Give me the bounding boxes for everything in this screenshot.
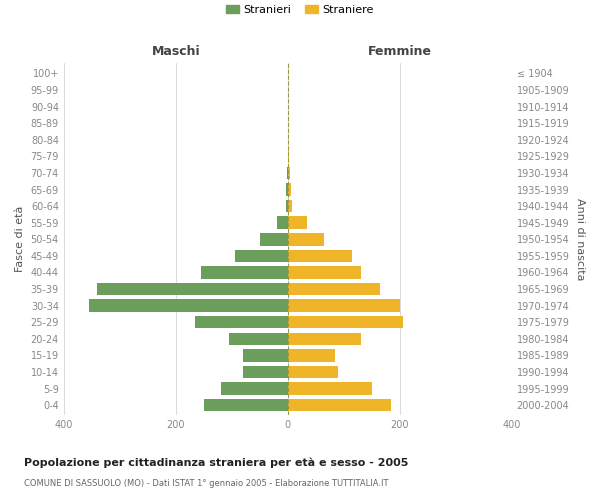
Text: COMUNE DI SASSUOLO (MO) - Dati ISTAT 1° gennaio 2005 - Elaborazione TUTTITALIA.I: COMUNE DI SASSUOLO (MO) - Dati ISTAT 1° … (24, 479, 389, 488)
Bar (288, 233, 324, 245)
Bar (260, 233, 288, 245)
Bar (288, 266, 361, 278)
Bar (286, 200, 288, 212)
Text: Maschi: Maschi (151, 46, 200, 59)
Bar (277, 216, 288, 229)
Bar (286, 184, 288, 196)
Bar (221, 382, 288, 395)
Bar (288, 382, 372, 395)
Bar (204, 399, 288, 411)
Bar (288, 399, 391, 411)
Bar (288, 366, 338, 378)
Bar (201, 266, 288, 278)
Bar (196, 316, 288, 328)
Y-axis label: Fasce di età: Fasce di età (15, 206, 25, 272)
Bar (288, 332, 361, 345)
Bar (288, 200, 292, 212)
Bar (89, 300, 288, 312)
Bar (288, 184, 290, 196)
Bar (229, 332, 288, 345)
Bar (235, 250, 288, 262)
Bar (287, 166, 288, 179)
Bar (288, 283, 380, 296)
Bar (243, 366, 288, 378)
Legend: Stranieri, Straniere: Stranieri, Straniere (221, 0, 379, 20)
Text: Femmine: Femmine (368, 46, 432, 59)
Bar (288, 150, 289, 162)
Text: Popolazione per cittadinanza straniera per età e sesso - 2005: Popolazione per cittadinanza straniera p… (24, 458, 409, 468)
Bar (288, 300, 400, 312)
Bar (288, 216, 307, 229)
Bar (97, 283, 288, 296)
Y-axis label: Anni di nascita: Anni di nascita (575, 198, 585, 280)
Bar (288, 250, 352, 262)
Bar (288, 316, 403, 328)
Bar (288, 166, 290, 179)
Bar (243, 349, 288, 362)
Bar (288, 349, 335, 362)
